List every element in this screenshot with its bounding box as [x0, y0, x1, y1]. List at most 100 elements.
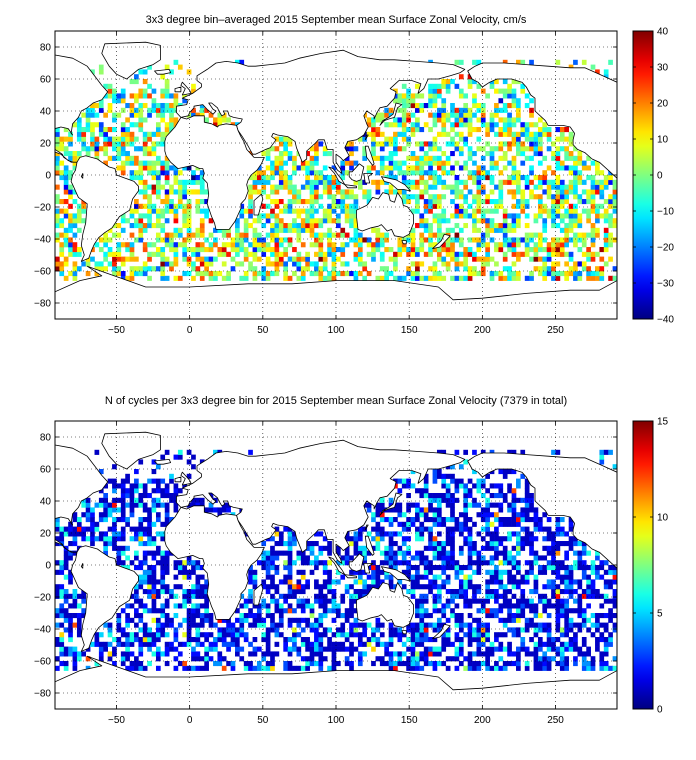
bin-cell [204, 661, 209, 667]
bin-cell [239, 237, 245, 243]
bin-cell [415, 651, 420, 657]
bin-cell [177, 194, 183, 200]
bin-cell [480, 641, 486, 647]
bin-cell [283, 251, 288, 257]
bin-cell [107, 107, 113, 113]
bin-cell [155, 223, 161, 229]
bin-cell [524, 199, 530, 205]
bin-cell [68, 521, 73, 527]
bin-cell [507, 247, 512, 253]
bin-cell [349, 598, 354, 604]
bin-cell [564, 661, 569, 667]
bin-cell [384, 155, 389, 161]
bin-cell [612, 593, 617, 599]
bin-cell [467, 584, 473, 590]
bin-cell [463, 579, 469, 585]
bin-cell [191, 637, 196, 643]
bin-cell [292, 247, 297, 253]
bin-cell [195, 579, 201, 585]
bin-cell [502, 473, 508, 479]
bin-cell [76, 122, 82, 128]
bin-cell [502, 59, 508, 65]
bin-cell [507, 589, 512, 595]
bin-cell [379, 131, 385, 137]
bin-cell [436, 213, 442, 219]
bin-cell [428, 232, 433, 238]
bin-cell [305, 617, 310, 623]
bin-cell [415, 103, 420, 109]
bin-cell [151, 459, 157, 465]
bin-cell [608, 232, 613, 238]
bin-cell [283, 275, 288, 281]
bin-cell [529, 155, 534, 161]
bin-cell [397, 251, 403, 257]
bin-cell [450, 478, 455, 484]
bin-cell [371, 627, 376, 633]
bin-cell [199, 107, 205, 113]
bin-cell [278, 151, 284, 157]
bin-cell [441, 103, 447, 109]
bin-cell [287, 242, 293, 248]
bin-cell [274, 170, 280, 176]
x-tick-label: 50 [257, 715, 269, 726]
bin-cell [612, 223, 617, 229]
bin-cell [516, 131, 521, 137]
bin-cell [300, 569, 306, 575]
bin-cell [507, 574, 512, 580]
bin-cell [406, 271, 411, 277]
bin-cell [507, 103, 512, 109]
bin-cell [415, 502, 420, 508]
bin-cell [90, 526, 95, 532]
bin-cell [353, 218, 359, 224]
bin-cell [603, 651, 609, 657]
bin-cell [151, 151, 157, 157]
bin-cell [134, 613, 139, 619]
bin-cell [318, 170, 324, 176]
bin-cell [529, 536, 534, 542]
bin-cell [379, 656, 385, 662]
bin-cell [393, 175, 398, 181]
bin-cell [568, 170, 574, 176]
bin-cell [147, 107, 152, 113]
coastline [344, 184, 357, 189]
bin-cell [195, 565, 201, 571]
y-tick-label: −40 [34, 625, 51, 636]
bin-cell [494, 208, 499, 214]
bin-cell [63, 184, 69, 190]
bin-cell [235, 627, 240, 633]
bin-cell [274, 213, 280, 219]
bin-cell [76, 531, 82, 537]
bin-cell [243, 232, 249, 238]
bin-cell [454, 59, 460, 65]
bin-cell [173, 665, 179, 671]
bin-cell [314, 661, 319, 667]
bin-cell [112, 261, 117, 267]
bin-cell [577, 579, 583, 585]
bin-cell [489, 189, 495, 195]
bin-cell [568, 213, 574, 219]
bin-cell [204, 237, 209, 243]
bin-cell [564, 589, 569, 595]
bin-cell [287, 275, 293, 281]
bin-cell [401, 560, 407, 566]
bin-cell [450, 593, 455, 599]
bin-cell [410, 251, 416, 257]
bin-cell [173, 98, 179, 104]
bin-cell [608, 584, 613, 590]
bin-cell [226, 117, 231, 123]
bin-cell [603, 622, 609, 628]
bin-cell [169, 122, 174, 128]
bin-cell [445, 117, 451, 123]
bin-cell [349, 627, 354, 633]
bin-cell [494, 131, 499, 137]
bin-cell [353, 179, 359, 185]
bin-cell [296, 237, 302, 243]
bin-cell [274, 251, 280, 257]
bin-cell [599, 454, 605, 460]
bin-cell [287, 550, 293, 556]
bin-cell [164, 613, 170, 619]
bin-cell [516, 665, 521, 671]
bin-cell [357, 536, 363, 542]
bin-cell [191, 656, 196, 662]
bin-cell [138, 93, 144, 99]
